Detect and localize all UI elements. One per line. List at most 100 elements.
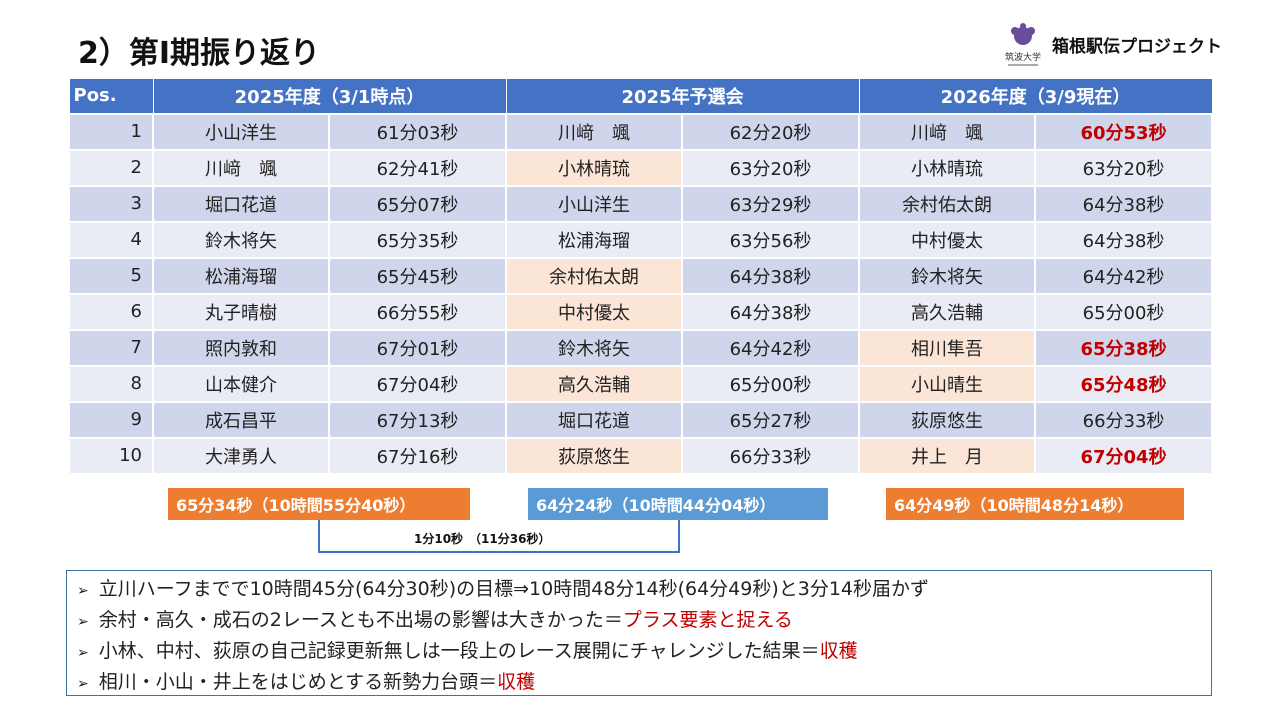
time-2026: 65分00秒 — [1034, 292, 1214, 331]
name-2026: 中村優太 — [858, 220, 1037, 259]
difference-label: 1分10秒 （11分36秒） — [414, 532, 551, 546]
name-2026: 小林晴琉 — [858, 148, 1037, 187]
note-highlight: プラス要素と捉える — [622, 609, 793, 631]
name-qualifier: 堀口花道 — [505, 400, 684, 439]
name-2025: 丸子晴樹 — [152, 292, 330, 331]
time-2026: 60分53秒 — [1034, 112, 1214, 151]
name-2026: 高久浩輔 — [858, 292, 1037, 331]
name-2026: 相川隼吾 — [858, 328, 1037, 367]
name-2026: 小山晴生 — [858, 364, 1037, 403]
name-2025: 川﨑 颯 — [152, 148, 330, 187]
summary-2026: 64分49秒（10時間48分14秒） — [886, 488, 1184, 520]
time-2026: 64分42秒 — [1034, 256, 1214, 295]
time-qualifier: 63分20秒 — [681, 148, 861, 187]
pos-cell: 8 — [68, 364, 154, 403]
note-item: ➢ 立川ハーフまでで10時間45分(64分30秒)の目標⇒10時間48分14秒(6… — [77, 575, 1201, 606]
name-qualifier: 川﨑 颯 — [505, 112, 684, 151]
pos-cell: 4 — [68, 220, 154, 259]
pos-cell: 3 — [68, 184, 154, 223]
header-qualifier: 2025年予選会 — [505, 78, 860, 114]
name-qualifier: 小林晴琉 — [505, 148, 684, 187]
name-qualifier: 松浦海瑠 — [505, 220, 684, 259]
page-title: 2）第Ⅰ期振り返り — [78, 36, 321, 71]
table-row: 9 成石昌平 67分13秒 堀口花道 65分27秒 荻原悠生 66分33秒 — [68, 400, 1214, 439]
time-qualifier: 63分56秒 — [681, 220, 861, 259]
notes-box: ➢ 立川ハーフまでで10時間45分(64分30秒)の目標⇒10時間48分14秒(6… — [66, 570, 1212, 696]
table-row: 2 川﨑 颯 62分41秒 小林晴琉 63分20秒 小林晴琉 63分20秒 — [68, 148, 1214, 187]
name-2025: 照内敦和 — [152, 328, 330, 367]
ranking-table: Pos. 2025年度（3/1時点） 2025年予選会 2026年度（3/9現在… — [68, 78, 1214, 475]
time-2025: 67分16秒 — [327, 436, 508, 475]
time-2025: 66分55秒 — [327, 292, 508, 331]
time-2025: 62分41秒 — [327, 148, 508, 187]
time-2026: 65分48秒 — [1034, 364, 1214, 403]
name-qualifier: 中村優太 — [505, 292, 684, 331]
pos-cell: 6 — [68, 292, 154, 331]
arrow-bullet-icon: ➢ — [77, 645, 89, 661]
time-2026: 65分38秒 — [1034, 328, 1214, 367]
time-qualifier: 66分33秒 — [681, 436, 861, 475]
time-2025: 61分03秒 — [327, 112, 508, 151]
pos-cell: 7 — [68, 328, 154, 367]
pos-cell: 10 — [68, 436, 154, 475]
table-row: 3 堀口花道 65分07秒 小山洋生 63分29秒 余村佑太朗 64分38秒 — [68, 184, 1214, 223]
name-qualifier: 鈴木将矢 — [505, 328, 684, 367]
arrow-bullet-icon: ➢ — [77, 614, 89, 630]
name-2025: 大津勇人 — [152, 436, 330, 475]
pos-cell: 1 — [68, 112, 154, 151]
arrow-bullet-icon: ➢ — [77, 676, 89, 692]
time-qualifier: 63分29秒 — [681, 184, 861, 223]
table-row: 8 山本健介 67分04秒 高久浩輔 65分00秒 小山晴生 65分48秒 — [68, 364, 1214, 403]
svg-text:筑波大学: 筑波大学 — [1005, 51, 1041, 63]
time-qualifier: 64分38秒 — [681, 256, 861, 295]
time-2026: 64分38秒 — [1034, 220, 1214, 259]
time-2026: 66分33秒 — [1034, 400, 1214, 439]
summary-qualifier: 64分24秒（10時間44分04秒） — [528, 488, 828, 520]
time-qualifier: 65分00秒 — [681, 364, 861, 403]
time-2026: 64分38秒 — [1034, 184, 1214, 223]
name-qualifier: 小山洋生 — [505, 184, 684, 223]
note-item: ➢ 小林、中村、荻原の自己記録更新無しは一段上のレース展開にチャレンジした結果＝収… — [77, 637, 1201, 668]
name-qualifier: 高久浩輔 — [505, 364, 684, 403]
header-2026: 2026年度（3/9現在） — [858, 78, 1213, 114]
table-row: 6 丸子晴樹 66分55秒 中村優太 64分38秒 高久浩輔 65分00秒 — [68, 292, 1214, 331]
pos-cell: 9 — [68, 400, 154, 439]
pos-cell: 5 — [68, 256, 154, 295]
table-row: 5 松浦海瑠 65分45秒 余村佑太朗 64分38秒 鈴木将矢 64分42秒 — [68, 256, 1214, 295]
difference-bracket — [318, 520, 680, 553]
time-2025: 67分04秒 — [327, 364, 508, 403]
name-2026: 井上 月 — [858, 436, 1037, 475]
time-2025: 65分35秒 — [327, 220, 508, 259]
time-2026: 63分20秒 — [1034, 148, 1214, 187]
time-2026: 67分04秒 — [1034, 436, 1214, 475]
name-2025: 鈴木将矢 — [152, 220, 330, 259]
table-row: 10 大津勇人 67分16秒 荻原悠生 66分33秒 井上 月 67分04秒 — [68, 436, 1214, 475]
name-2025: 松浦海瑠 — [152, 256, 330, 295]
brand-label: 箱根駅伝プロジェクト — [1052, 37, 1222, 57]
note-item: ➢ 相川・小山・井上をはじめとする新勢力台頭＝収穫 — [77, 668, 1201, 699]
time-2025: 65分07秒 — [327, 184, 508, 223]
time-qualifier: 64分42秒 — [681, 328, 861, 367]
name-2025: 山本健介 — [152, 364, 330, 403]
table-row: 4 鈴木将矢 65分35秒 松浦海瑠 63分56秒 中村優太 64分38秒 — [68, 220, 1214, 259]
time-2025: 65分45秒 — [327, 256, 508, 295]
note-highlight: 収穫 — [819, 640, 858, 662]
note-highlight: 収穫 — [497, 671, 536, 693]
name-2025: 成石昌平 — [152, 400, 330, 439]
name-qualifier: 荻原悠生 — [505, 436, 684, 475]
note-text: 余村・高久・成石の2レースとも不出場の影響は大きかった＝ — [98, 609, 623, 631]
summary-2025: 65分34秒（10時間55分40秒） — [168, 488, 470, 520]
note-item: ➢ 余村・高久・成石の2レースとも不出場の影響は大きかった＝プラス要素と捉える — [77, 606, 1201, 637]
name-2025: 小山洋生 — [152, 112, 330, 151]
time-2025: 67分01秒 — [327, 328, 508, 367]
time-2025: 67分13秒 — [327, 400, 508, 439]
table-row: 7 照内敦和 67分01秒 鈴木将矢 64分42秒 相川隼吾 65分38秒 — [68, 328, 1214, 367]
note-text: 立川ハーフまでで10時間45分(64分30秒)の目標⇒10時間48分14秒(64… — [98, 578, 930, 600]
arrow-bullet-icon: ➢ — [77, 583, 89, 599]
pos-cell: 2 — [68, 148, 154, 187]
name-2026: 川﨑 颯 — [858, 112, 1037, 151]
note-text: 小林、中村、荻原の自己記録更新無しは一段上のレース展開にチャレンジした結果＝ — [98, 640, 820, 662]
time-qualifier: 62分20秒 — [681, 112, 861, 151]
note-text: 相川・小山・井上をはじめとする新勢力台頭＝ — [98, 671, 498, 693]
time-qualifier: 64分38秒 — [681, 292, 861, 331]
